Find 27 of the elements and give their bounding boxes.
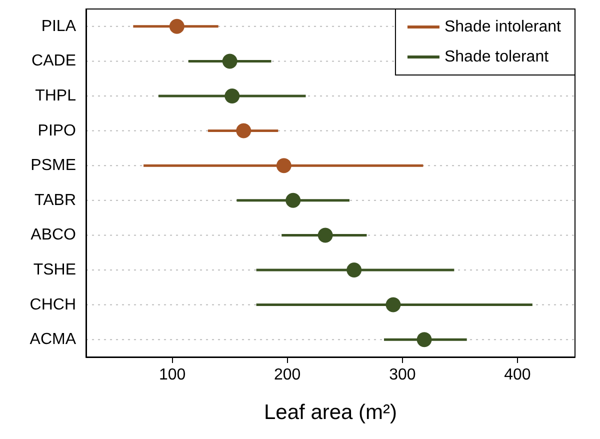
y-tick-label: TABR xyxy=(34,192,76,209)
point xyxy=(222,54,238,69)
point xyxy=(169,18,184,34)
point xyxy=(224,88,240,104)
x-tick-label: 400 xyxy=(504,366,531,384)
legend-label: Shade tolerant xyxy=(444,48,550,66)
y-tick-label: THPL xyxy=(35,88,76,104)
point xyxy=(236,123,252,138)
legend-label: Shade intolerant xyxy=(444,18,562,36)
y-tick-label: TSHE xyxy=(33,262,76,278)
y-tick-label: CHCH xyxy=(30,296,76,314)
point xyxy=(286,192,301,208)
point xyxy=(276,158,292,174)
y-tick-label: PILA xyxy=(41,18,76,35)
y-tick-label: CADE xyxy=(32,52,76,70)
y-tick-label: ACMA xyxy=(30,331,76,348)
x-axis-title: Leaf area (m²) xyxy=(264,401,398,424)
point xyxy=(386,297,401,312)
y-tick-label: ABCO xyxy=(30,226,76,244)
x-tick-label: 200 xyxy=(274,366,301,384)
x-tick-label: 300 xyxy=(389,366,416,384)
x-tick-label: 100 xyxy=(158,366,186,384)
point xyxy=(318,228,333,243)
point xyxy=(346,262,362,278)
point xyxy=(416,332,432,348)
y-tick-label: PSME xyxy=(30,157,76,174)
y-tick-label: PIPO xyxy=(38,122,76,140)
